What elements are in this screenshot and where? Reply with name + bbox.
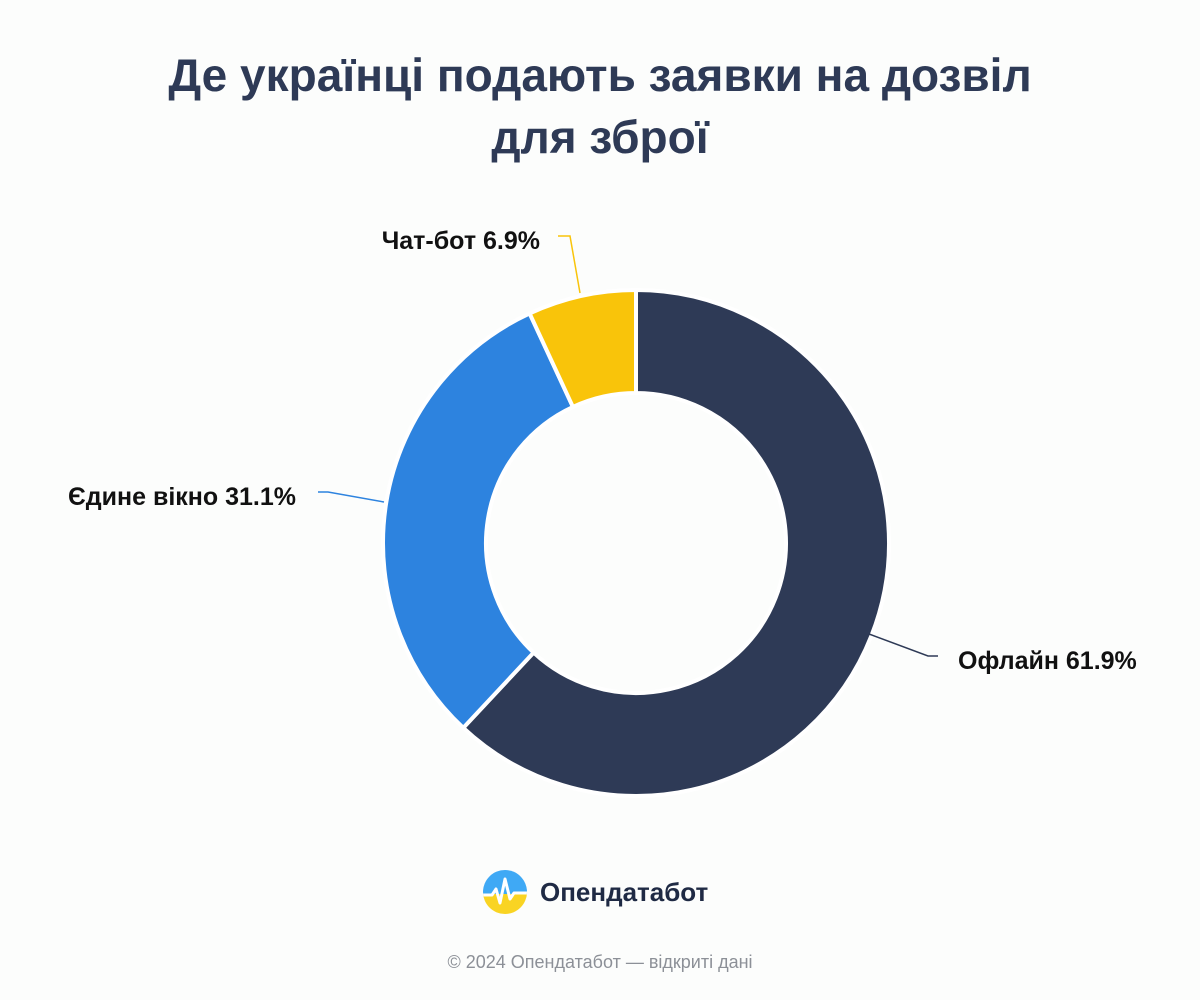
brand-logo: Опендатабот	[482, 868, 708, 916]
leader-lines	[318, 235, 938, 657]
slice-offline	[461, 288, 891, 798]
leader-line-offline	[868, 633, 938, 657]
donut-slices	[381, 288, 891, 798]
slice-label-single-window: Єдине вікно 31.1%	[68, 483, 296, 511]
leader-line-chat-bot	[558, 235, 581, 294]
slice-label-offline: Офлайн 61.9%	[958, 647, 1137, 675]
copyright-footer: © 2024 Опендатабот — відкриті дані	[447, 952, 753, 972]
leader-line-single-window	[318, 491, 385, 503]
slice-labels: Офлайн 61.9% Єдине вікно 31.1% Чат-бот 6.9…	[68, 227, 1137, 675]
opendatabot-logo-icon	[483, 870, 527, 914]
brand-name: Опендатабот	[540, 876, 709, 907]
chart-title: Де українці подають заявки на дозвіл для…	[168, 49, 1032, 163]
slice-chat-bot	[527, 288, 638, 409]
slice-label-chat-bot: Чат-бот 6.9%	[382, 227, 540, 255]
slice-single-window	[381, 311, 575, 730]
